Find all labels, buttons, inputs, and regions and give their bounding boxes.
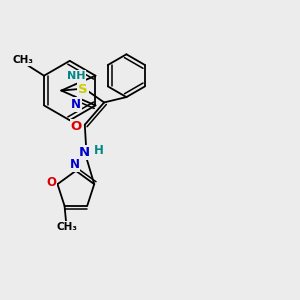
- Text: O: O: [46, 176, 56, 189]
- Text: CH₃: CH₃: [57, 222, 78, 232]
- Text: N: N: [79, 146, 90, 159]
- Text: S: S: [78, 82, 88, 96]
- Text: O: O: [71, 120, 82, 133]
- Text: N: N: [69, 158, 80, 171]
- Text: N: N: [71, 98, 81, 111]
- Text: CH₃: CH₃: [13, 55, 34, 65]
- Text: NH: NH: [67, 71, 86, 81]
- Text: H: H: [94, 143, 104, 157]
